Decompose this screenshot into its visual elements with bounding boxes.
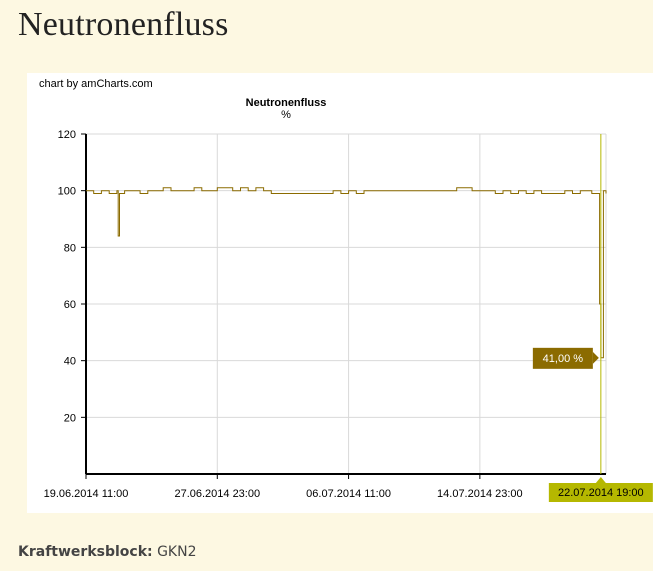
series-layer <box>86 187 607 359</box>
value-balloon <box>532 347 593 369</box>
axes: 20 40 60 80 100 120 19.06.2014 11:00 27.06.2014… <box>44 129 606 500</box>
page-title: Neutronenfluss <box>18 6 229 43</box>
chart-subtitle: % <box>281 109 291 121</box>
value-balloon-pointer <box>592 351 599 364</box>
amcharts-credit-link[interactable]: chart by amCharts.com <box>39 78 153 90</box>
value-balloon-label: 41,00 % <box>543 353 584 365</box>
cursor-date-balloon <box>548 483 653 502</box>
plant-info: Kraftwerksblock: GKN2 <box>18 544 196 560</box>
y-tick-label: 40 <box>64 356 76 368</box>
y-tick-label: 100 <box>58 186 76 198</box>
chart-title: Neutronenfluss <box>246 97 327 109</box>
y-tick-label: 60 <box>64 299 76 311</box>
cursor-date-pointer <box>595 477 606 483</box>
chart-cursor: 22.07.2014 19:00 41,00 % <box>532 134 653 502</box>
y-tick-label: 80 <box>64 242 76 254</box>
neutron-flux-chart[interactable]: Neutronenfluss % 20 40 60 80 100 120 19.06.201… <box>27 73 653 513</box>
y-tick-label: 120 <box>58 129 76 141</box>
cursor-date-label: 22.07.2014 19:00 <box>558 487 644 499</box>
x-tick-label: 14.07.2014 23:00 <box>437 488 523 500</box>
x-tick-label: 19.06.2014 11:00 <box>44 488 129 500</box>
info-value: GKN2 <box>157 544 197 560</box>
chart-card: chart by amCharts.com Neutronenfluss % 2… <box>27 73 653 513</box>
y-tick-label: 20 <box>64 412 76 424</box>
series-line-neutronenfluss[interactable] <box>86 187 607 359</box>
x-tick-label: 06.07.2014 11:00 <box>306 488 391 500</box>
info-label: Kraftwerksblock: <box>18 544 153 560</box>
grid-lines <box>85 133 607 474</box>
x-tick-label: 27.06.2014 23:00 <box>174 488 260 500</box>
